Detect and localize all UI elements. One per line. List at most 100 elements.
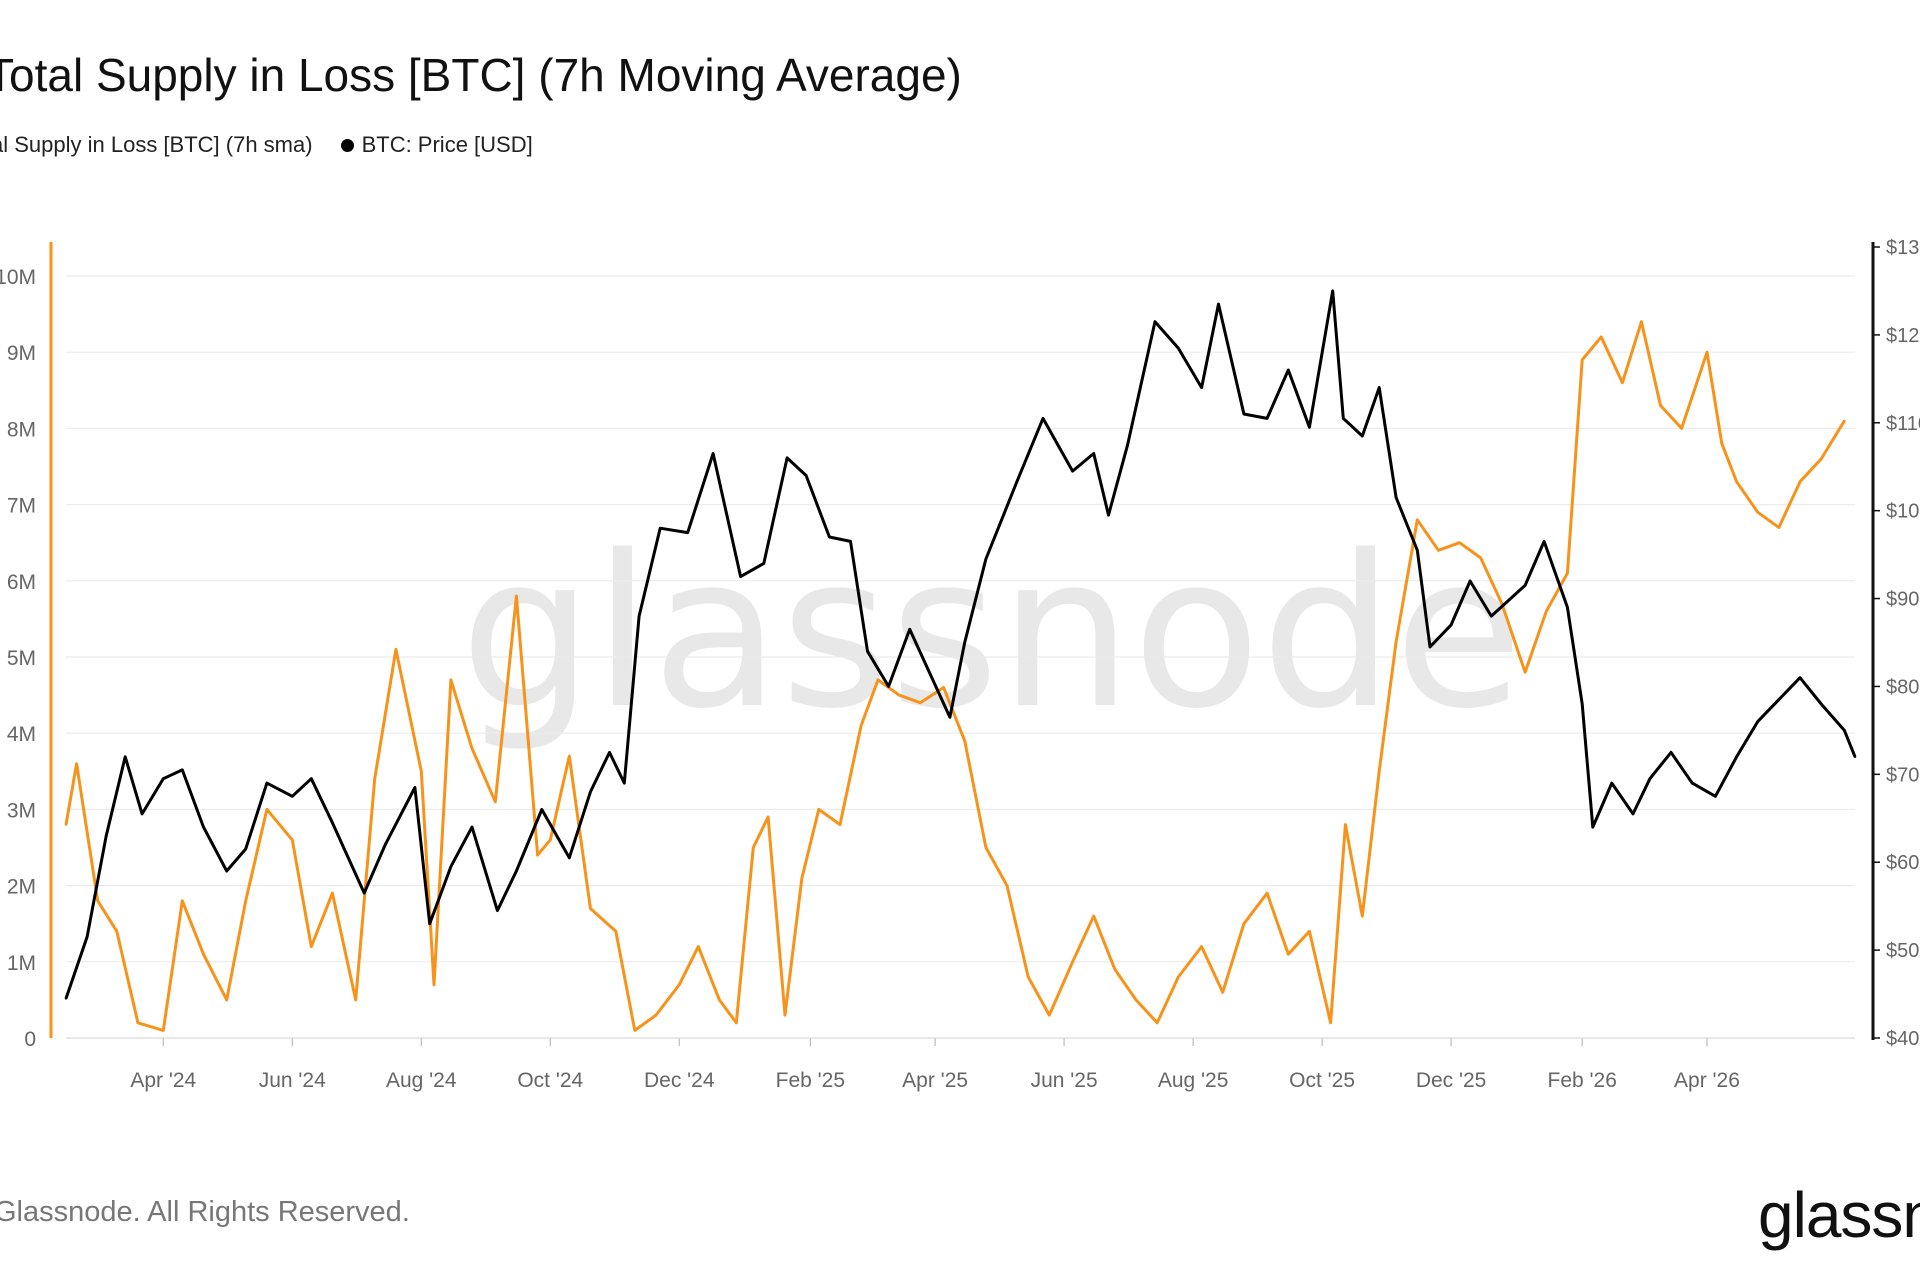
supply-in-loss-line-point [1378, 770, 1381, 773]
supply-in-loss-line-point [984, 846, 988, 849]
legend-label-price: BTC: Price [USD] [361, 132, 533, 157]
supply-in-loss-line-point [1777, 526, 1781, 529]
supply-in-loss-line-point [1545, 610, 1548, 613]
glassnode-logo: glassn [1758, 1179, 1920, 1251]
btc-price-line-point [1490, 614, 1493, 618]
btc-price-line-point [1361, 434, 1364, 438]
btc-price-line-point [124, 755, 127, 758]
supply-in-loss-line-point [1242, 922, 1246, 925]
btc-price-line-point [908, 628, 911, 631]
btc-price-line-point [291, 795, 294, 798]
y-right-tick-label: $120 [1886, 325, 1920, 347]
supply-in-loss-line-point [1720, 442, 1723, 445]
supply-in-loss-line-point [1308, 930, 1311, 933]
supply-in-loss-line-point [354, 998, 357, 1002]
btc-price-line-point [1735, 755, 1738, 758]
supply-in-loss-line-point [1394, 640, 1398, 643]
btc-price-line-point [1669, 751, 1673, 754]
btc-price-line-point [1416, 549, 1419, 552]
y-left-tick-label: 9M [7, 342, 36, 365]
supply-in-loss-line-point [536, 853, 539, 857]
btc-price-line-point [1648, 777, 1652, 780]
btc-price-line-point [1542, 540, 1546, 543]
supply-in-loss-line-point [752, 846, 755, 849]
btc-price-line-point [1690, 781, 1694, 785]
supply-in-loss-line-point [876, 678, 880, 682]
legend-label-supply: al Supply in Loss [BTC] (7h sma) [0, 132, 313, 157]
btc-price-line-point [1853, 755, 1857, 758]
btc-price-line-point [1798, 676, 1802, 679]
supply-in-loss-line-point [1113, 968, 1117, 971]
btc-price-line-point [496, 909, 499, 912]
supply-in-loss-line-point [1071, 960, 1074, 963]
y-right-tick-label: $80 [1886, 676, 1919, 698]
supply-in-loss-line-point [1287, 952, 1290, 956]
btc-price-line-point [804, 474, 808, 477]
y-left-tick-label: 0 [24, 1028, 36, 1051]
btc-price-line-point [849, 540, 852, 543]
supply-in-loss-line-point [1581, 358, 1584, 362]
btc-price-line-point [1428, 645, 1432, 649]
supply-in-loss-line-point [1416, 518, 1419, 522]
btc-price-line-point [1242, 412, 1246, 416]
btc-price-line-point [428, 922, 431, 925]
supply-in-loss-line-point [783, 1013, 787, 1017]
supply-in-loss-line-point [1344, 823, 1347, 826]
supply-in-loss-line-point [766, 815, 770, 819]
supply-in-loss-line-point [1361, 914, 1364, 918]
supply-in-loss-line-point [817, 808, 821, 811]
btc-price-line-point [1342, 417, 1345, 420]
legend: al Supply in Loss [BTC] (7h sma) BTC: Pr… [0, 132, 533, 158]
btc-price-line-point [1566, 606, 1569, 609]
btc-price-line-point [1523, 584, 1527, 587]
btc-price-line-point [225, 869, 228, 873]
supply-in-loss-line-point [1437, 549, 1440, 552]
y-left-tick-label: 5M [7, 647, 36, 670]
y-right-tick-label: $40 [1886, 1028, 1919, 1050]
legend-item-supply[interactable]: al Supply in Loss [BTC] (7h sma) [0, 132, 313, 158]
btc-price-line-point [1153, 320, 1157, 323]
supply-in-loss-line-point [1026, 975, 1030, 979]
supply-in-loss-line-point [432, 983, 436, 986]
btc-price-line-point [1591, 825, 1594, 829]
supply-in-loss-line-point [859, 724, 863, 727]
btc-price-line-point [785, 456, 789, 460]
supply-in-loss-line-point [494, 800, 497, 803]
supply-in-loss-line-point [515, 594, 518, 598]
y-left-tick-label: 7M [7, 495, 36, 518]
supply-in-loss-line-point [449, 678, 453, 682]
btc-price-line-point [244, 847, 247, 851]
legend-item-price[interactable]: BTC: Price [USD] [340, 132, 533, 158]
supply-in-loss-line-point [549, 838, 552, 842]
btc-price-line-point [362, 891, 366, 895]
btc-price-line-point [1378, 386, 1381, 389]
x-tick-label: Feb '26 [1548, 1069, 1617, 1092]
x-tick-label: Aug '24 [386, 1069, 457, 1092]
btc-price-line-point [828, 535, 831, 539]
supply-in-loss-line-point [1566, 571, 1569, 575]
btc-price-line-point [1126, 443, 1129, 446]
supply-in-loss-line-point [1843, 419, 1846, 422]
btc-price-line-point [1016, 478, 1019, 482]
y-left-tick-label: 6M [7, 571, 36, 594]
supply-in-loss-line-point [75, 762, 78, 765]
btc-price-line-point [1107, 513, 1110, 517]
btc-price-line-point [659, 527, 662, 530]
btc-price-line-point [1092, 452, 1095, 455]
supply-in-loss-line-point [1155, 1021, 1159, 1024]
btc-price-line-point [1581, 702, 1584, 706]
page-title: Total Supply in Loss [BTC] (7h Moving Av… [0, 49, 962, 101]
supply-in-loss-line-point [1005, 884, 1009, 887]
btc-price-line-point [85, 935, 89, 939]
supply-in-loss-line-point [589, 907, 592, 910]
btc-price-line-point [1756, 720, 1759, 723]
btc-price-line-point [1308, 425, 1311, 429]
btc-price-line-point [948, 716, 952, 719]
supply-in-loss-line-point [633, 1029, 637, 1032]
btc-price-line-point [963, 641, 966, 644]
y-right-tick-label: $60 [1886, 852, 1919, 874]
supply-in-loss-line-point [265, 808, 269, 811]
supply-in-loss-line-point [162, 1029, 165, 1032]
supply-in-loss-line-point [1680, 427, 1683, 430]
supply-in-loss-line-point [1265, 892, 1269, 895]
